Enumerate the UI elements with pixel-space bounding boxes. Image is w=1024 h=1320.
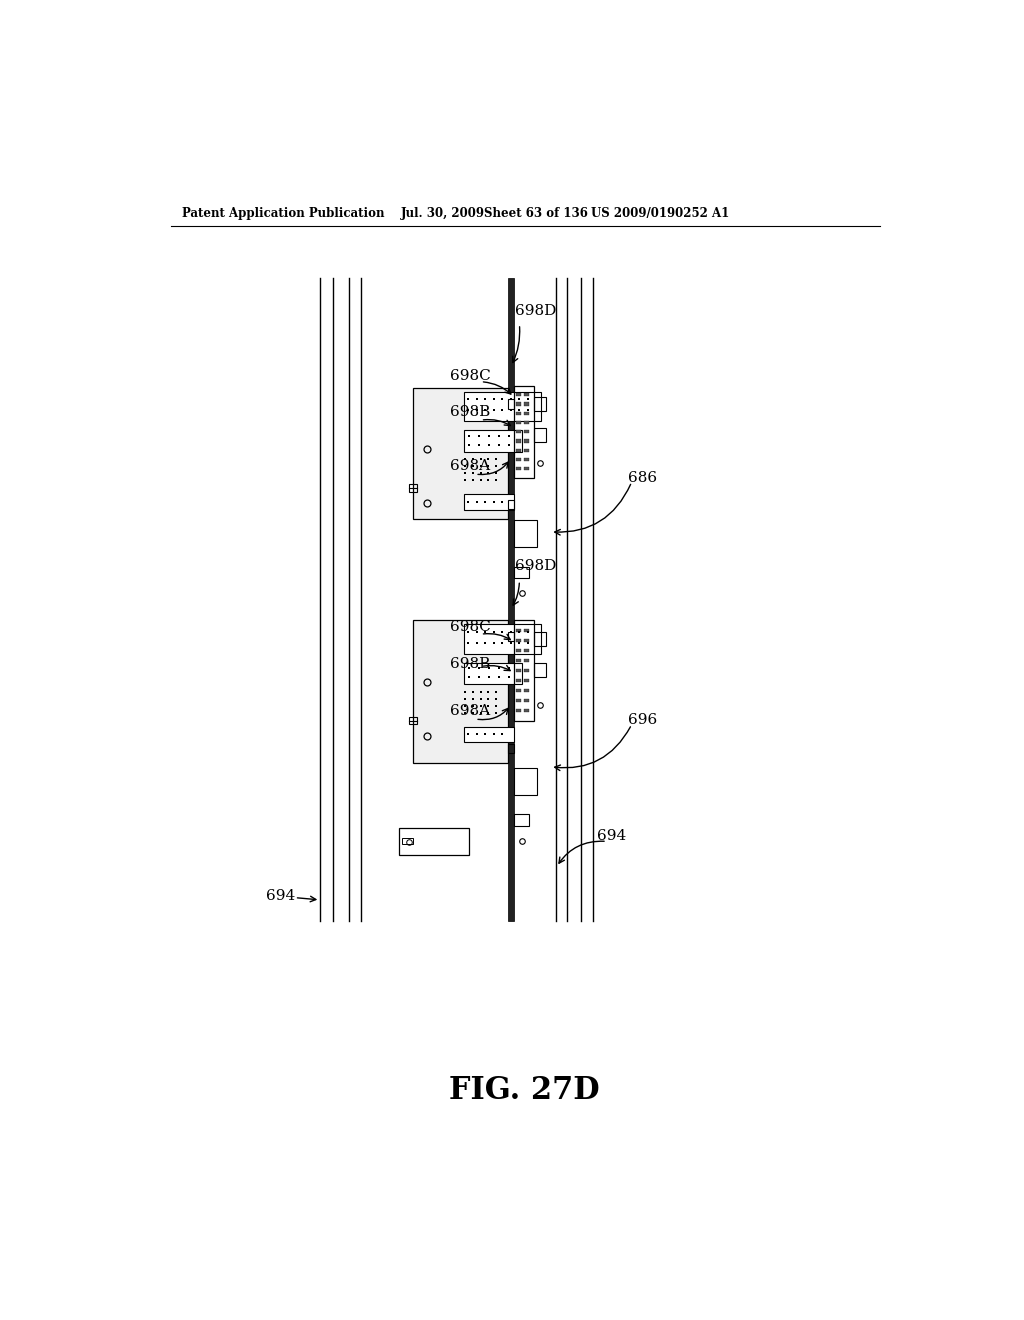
Bar	[524, 659, 529, 663]
Bar	[535, 428, 546, 442]
Bar	[524, 649, 529, 652]
Text: 698D: 698D	[515, 560, 557, 573]
Bar	[464, 624, 541, 653]
Text: US 2009/0190252 A1: US 2009/0190252 A1	[592, 207, 730, 220]
Bar	[515, 639, 521, 642]
Bar	[515, 393, 521, 396]
Text: Patent Application Publication: Patent Application Publication	[182, 207, 385, 220]
Text: 694: 694	[597, 829, 626, 843]
Text: Jul. 30, 2009: Jul. 30, 2009	[400, 207, 484, 220]
Bar	[524, 467, 529, 470]
Bar	[515, 458, 521, 461]
Bar	[410, 717, 417, 725]
Bar	[515, 467, 521, 470]
Bar	[508, 743, 514, 752]
Bar	[414, 620, 508, 763]
Bar	[399, 829, 469, 855]
Bar	[524, 393, 529, 396]
Bar	[514, 620, 535, 721]
Bar	[524, 700, 529, 702]
Bar	[524, 689, 529, 692]
Bar	[515, 403, 521, 405]
Bar	[515, 412, 521, 414]
Bar	[524, 440, 529, 442]
Bar	[508, 400, 514, 409]
Bar	[524, 639, 529, 642]
Text: 698A: 698A	[451, 705, 490, 718]
Bar	[514, 814, 529, 826]
Text: 698B: 698B	[451, 656, 490, 671]
Bar	[535, 663, 546, 677]
Bar	[515, 440, 521, 442]
Bar	[515, 449, 521, 451]
Bar	[508, 632, 514, 642]
Text: 698C: 698C	[451, 619, 492, 634]
Text: FIG. 27D: FIG. 27D	[450, 1074, 600, 1106]
Bar	[514, 520, 538, 548]
Text: 686: 686	[628, 471, 657, 484]
Bar	[515, 659, 521, 663]
Bar	[464, 663, 521, 684]
Bar	[515, 689, 521, 692]
Text: 696: 696	[628, 714, 657, 727]
Text: Sheet 63 of 136: Sheet 63 of 136	[484, 207, 589, 220]
Bar	[524, 449, 529, 451]
Text: 698D: 698D	[515, 304, 557, 318]
Bar	[514, 566, 529, 578]
Bar	[524, 421, 529, 424]
Text: 698B: 698B	[451, 405, 490, 420]
Bar	[410, 484, 417, 492]
Text: 698C: 698C	[451, 370, 492, 383]
Bar	[515, 709, 521, 711]
Text: 694: 694	[266, 890, 295, 903]
Bar	[515, 649, 521, 652]
Bar	[508, 277, 514, 921]
Bar	[524, 412, 529, 414]
Bar	[464, 494, 514, 510]
Bar	[524, 678, 529, 682]
Bar	[524, 403, 529, 405]
Bar	[402, 838, 414, 843]
Bar	[514, 768, 538, 795]
Bar	[524, 628, 529, 632]
Bar	[515, 700, 521, 702]
Bar	[524, 458, 529, 461]
Bar	[414, 388, 508, 519]
Bar	[508, 499, 514, 508]
Bar	[515, 430, 521, 433]
Bar	[515, 421, 521, 424]
Bar	[464, 726, 514, 742]
Bar	[524, 430, 529, 433]
Bar	[464, 392, 541, 421]
Bar	[515, 669, 521, 672]
Text: 698A: 698A	[451, 459, 490, 474]
Bar	[464, 430, 521, 451]
Bar	[535, 632, 546, 645]
Bar	[515, 628, 521, 632]
Bar	[514, 385, 535, 478]
Bar	[535, 397, 546, 411]
Bar	[515, 678, 521, 682]
Bar	[524, 669, 529, 672]
Bar	[524, 709, 529, 711]
